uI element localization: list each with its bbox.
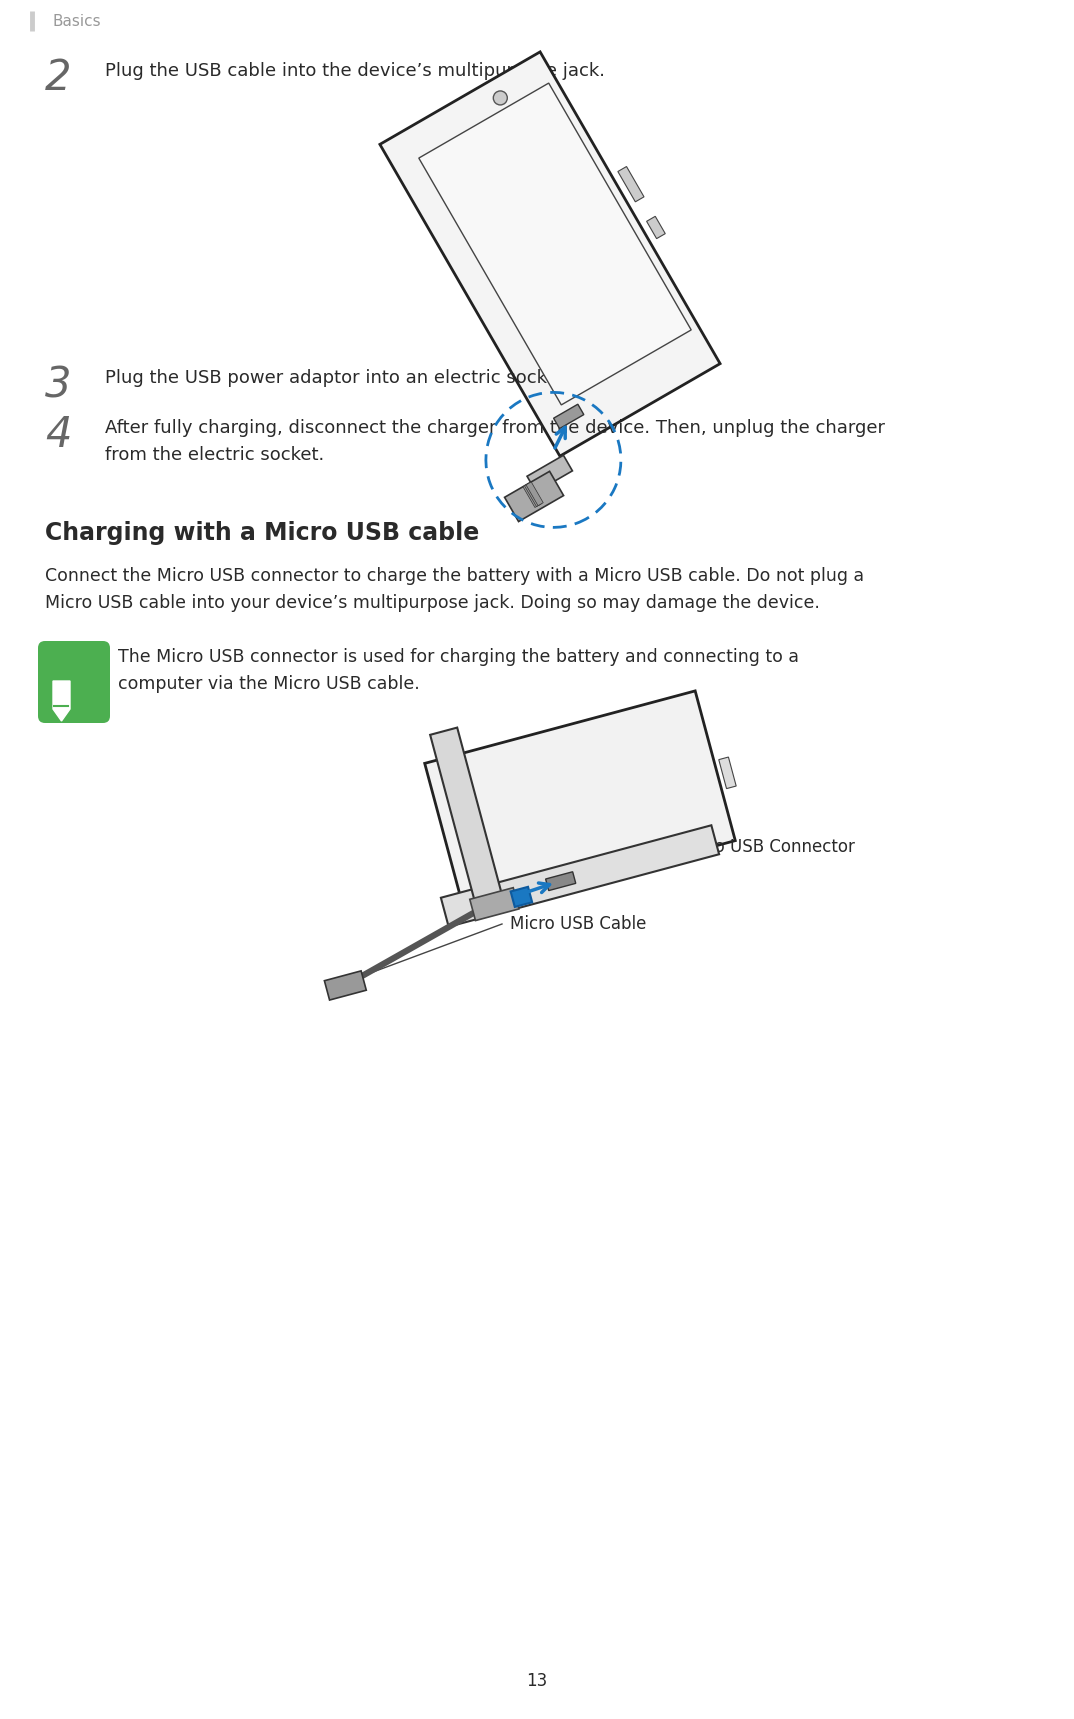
Polygon shape [510,887,533,908]
Text: Basics: Basics [52,14,101,29]
Polygon shape [424,691,736,913]
Text: Plug the USB power adaptor into an electric socket.: Plug the USB power adaptor into an elect… [105,370,570,387]
Polygon shape [419,83,692,406]
Polygon shape [527,456,572,492]
Text: 3: 3 [45,364,72,406]
Text: 13: 13 [526,1673,548,1690]
Polygon shape [523,483,540,507]
Polygon shape [53,681,70,720]
Text: Micro USB Cable: Micro USB Cable [510,915,647,933]
Polygon shape [469,887,519,921]
Text: Plug the USB cable into the device’s multipurpose jack.: Plug the USB cable into the device’s mul… [105,62,605,81]
Polygon shape [505,471,564,521]
Text: The Micro USB connector is used for charging the battery and connecting to a
com: The Micro USB connector is used for char… [118,648,799,693]
Polygon shape [618,167,644,201]
Text: Micro USB Connector: Micro USB Connector [680,837,855,856]
Polygon shape [647,217,665,239]
Polygon shape [553,404,584,428]
Polygon shape [380,52,720,456]
Text: After fully charging, disconnect the charger from the device. Then, unplug the c: After fully charging, disconnect the cha… [105,419,885,464]
Text: Connect the Micro USB connector to charge the battery with a Micro USB cable. Do: Connect the Micro USB connector to charg… [45,567,865,612]
Circle shape [493,91,507,105]
Polygon shape [441,825,720,927]
Text: 2: 2 [45,57,72,100]
FancyBboxPatch shape [38,641,110,724]
Polygon shape [324,971,366,1000]
Polygon shape [719,756,736,789]
Polygon shape [524,483,541,507]
Polygon shape [526,481,543,505]
Polygon shape [546,872,576,890]
Text: Charging with a Micro USB cable: Charging with a Micro USB cable [45,521,479,545]
Polygon shape [431,727,506,916]
Text: 4: 4 [45,414,72,456]
